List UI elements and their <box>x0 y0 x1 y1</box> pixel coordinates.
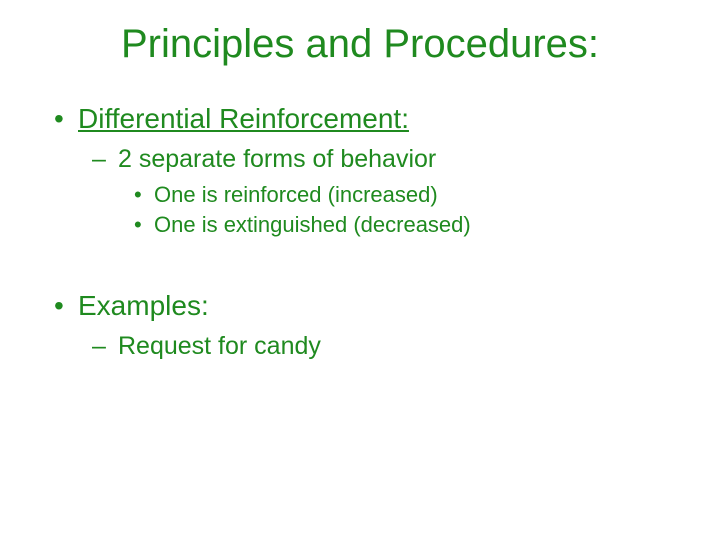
subbullet-request-candy: Request for candy <box>92 332 680 361</box>
slide-title: Principles and Procedures: <box>0 0 720 67</box>
bullet-text: Differential Reinforcement: <box>78 103 409 134</box>
subbullet-text: Request for candy <box>118 332 321 360</box>
bullet-differential-reinforcement: Differential Reinforcement: 2 separate f… <box>54 103 680 238</box>
bullet-text: Examples: <box>78 290 209 321</box>
bullet-examples: Examples: Request for candy <box>54 290 680 361</box>
slide-body: Differential Reinforcement: 2 separate f… <box>0 103 720 361</box>
subsub-text: One is extinguished (decreased) <box>154 212 471 237</box>
subbullet-text: 2 separate forms of behavior <box>118 145 436 173</box>
subbullet-two-forms: 2 separate forms of behavior One is rein… <box>92 145 680 238</box>
subsub-reinforced: One is reinforced (increased) <box>134 182 680 208</box>
slide: Principles and Procedures: Differential … <box>0 0 720 540</box>
subsub-text: One is reinforced (increased) <box>154 182 438 207</box>
subsub-extinguished: One is extinguished (decreased) <box>134 212 680 238</box>
